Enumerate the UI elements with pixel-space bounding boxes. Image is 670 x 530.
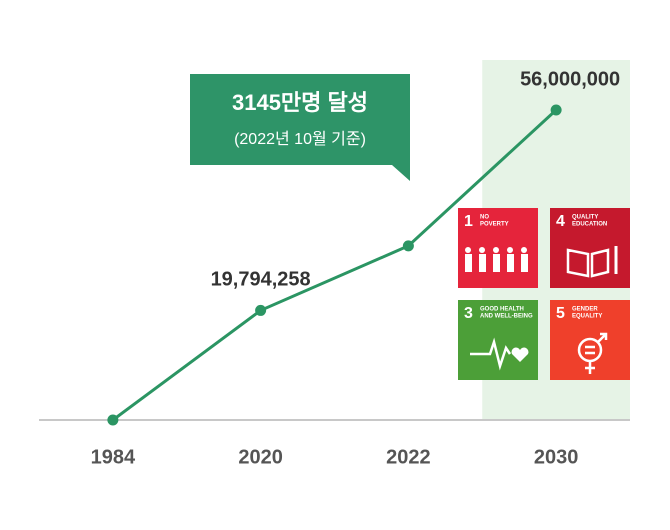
sdg-number: 4 xyxy=(556,213,565,230)
data-point xyxy=(402,240,414,252)
x-tick-label: 2020 xyxy=(238,446,283,468)
data-point xyxy=(255,304,267,316)
sdg-label: EQUALITY xyxy=(572,314,602,320)
sdg-glyph xyxy=(507,254,514,272)
sdg-number: 5 xyxy=(556,305,565,322)
sdg-glyph xyxy=(465,247,471,253)
x-tick-label: 2030 xyxy=(534,446,579,468)
sdg-label: AND WELL-BEING xyxy=(480,314,533,320)
callout-pointer xyxy=(392,165,410,181)
callout-box xyxy=(190,74,410,165)
data-point xyxy=(107,414,119,426)
sdg-label: POVERTY xyxy=(480,222,509,228)
sdg-label: QUALITY xyxy=(572,215,598,221)
sdg-glyph xyxy=(479,247,485,253)
sdg-glyph xyxy=(566,248,610,278)
data-label: 19,794,258 xyxy=(211,269,311,291)
sdg-number: 1 xyxy=(464,213,473,230)
series-line xyxy=(111,108,558,422)
sdg-label: EDUCATION xyxy=(572,222,607,228)
sdg-glyph xyxy=(507,247,513,253)
sdg-glyph xyxy=(479,254,486,272)
x-tick-label: 1984 xyxy=(91,446,136,468)
data-label: 56,000,000 xyxy=(520,68,620,90)
callout-subtitle: (2022년 10월 기준) xyxy=(234,130,366,148)
sdg-glyph xyxy=(465,254,472,272)
sdg-glyph xyxy=(597,332,608,343)
x-tick-label: 2022 xyxy=(386,446,431,468)
sdg-label: GOOD HEALTH xyxy=(480,307,524,313)
sdg-glyph xyxy=(470,337,512,371)
sdg-label: GENDER xyxy=(572,307,598,313)
sdg-tile xyxy=(458,300,538,380)
sdg-glyph xyxy=(493,254,500,272)
sdg-label: NO xyxy=(480,215,489,221)
sdg-number: 3 xyxy=(464,305,473,322)
sdg-glyph xyxy=(521,247,527,253)
callout-title: 3145만명 달성 xyxy=(232,90,368,115)
sdg-glyph xyxy=(511,347,529,362)
data-point xyxy=(550,104,562,116)
sdg-glyph xyxy=(493,247,499,253)
sdg-glyph xyxy=(521,254,528,272)
